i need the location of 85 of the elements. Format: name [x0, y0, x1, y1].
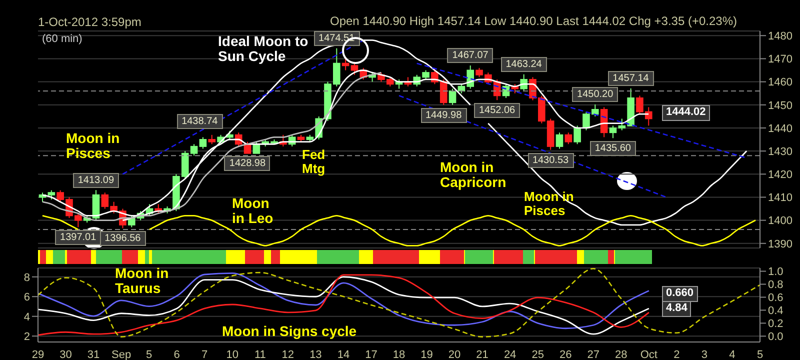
x-tick-label: 13 [310, 348, 322, 360]
annotation: 1450.20 [572, 87, 618, 102]
y-tick-label: 1410 [768, 192, 792, 204]
candlestick [342, 58, 350, 71]
annotation: Moon in Leo [232, 195, 274, 227]
annotation: 1449.98 [420, 108, 467, 123]
x-tick-label: 5 [146, 348, 152, 360]
candlestick [48, 190, 56, 200]
y-tick-label: 2 [24, 330, 30, 343]
annotation: Fed Mtg [302, 147, 326, 177]
x-tick-label: 26 [559, 348, 572, 360]
chart-subtitle: 1-Oct-2012 3:59pm [38, 15, 142, 29]
candlestick [564, 132, 572, 145]
annotation: 1452.06 [474, 103, 520, 118]
annotation: Moon in Taurus [115, 265, 170, 297]
candlestick [574, 125, 581, 145]
annotation: 0.660 [662, 286, 698, 302]
x-tick-label: 6 [174, 348, 180, 360]
annotation: 1430.53 [528, 152, 574, 168]
y-tick-label: 8 [24, 272, 30, 284]
y2-tick-label: 0.2 [768, 318, 784, 330]
x-tick-label: 5 [756, 348, 764, 360]
x-tick-label: 12 [282, 348, 294, 360]
y-tick-label: 1440 [768, 122, 792, 135]
x-tick-label: Sep [112, 348, 132, 360]
annotation: 1463.24 [500, 57, 547, 72]
annotation: Moon in Pisces [66, 130, 121, 162]
candlestick [199, 136, 207, 150]
x-tick-label: Oct [640, 348, 658, 360]
y2-tick-label: 0.4 [768, 305, 784, 318]
x-tick-label: 4 [729, 348, 736, 360]
x-tick-label: 3 [701, 348, 708, 360]
annotation: 1428.98 [224, 156, 270, 172]
x-tick-label: 31 [87, 348, 100, 360]
x-tick-label: 14 [337, 348, 350, 360]
x-tick-label: 29 [32, 348, 44, 360]
annotation: 1435.60 [590, 141, 636, 156]
x-tick-label: 28 [615, 348, 628, 360]
x-tick-label: 18 [392, 348, 406, 360]
x-tick-label: 20 [448, 348, 461, 360]
annotation: 1438.74 [176, 114, 223, 129]
x-tick-label: 2 [674, 348, 680, 360]
x-tick-label: 10 [226, 348, 239, 360]
annotation: 1474.51 [314, 31, 360, 46]
y-tick-label: 1470 [768, 54, 792, 66]
annotation: Moon in Signs cycle [222, 323, 357, 340]
x-tick-label: 25 [532, 348, 544, 360]
y-tick-label: 1460 [768, 76, 792, 89]
y-tick-label: 4 [24, 311, 30, 324]
x-tick-label: 30 [60, 348, 72, 360]
annotation: 1444.02 [662, 105, 710, 121]
y-tick-label: 1480 [768, 30, 792, 43]
x-tick-label: 7 [202, 348, 208, 360]
y-tick-label: 1420 [768, 169, 792, 182]
x-tick-label: 17 [365, 348, 378, 360]
candlestick [92, 190, 100, 221]
candlestick [448, 88, 456, 106]
y-tick-label: 1430 [768, 146, 792, 158]
annotation: Ideal Moon to Sun Cycle [218, 33, 310, 65]
x-tick-label: 21 [476, 348, 488, 360]
candlestick [208, 134, 216, 145]
y2-tick-label: 0.6 [768, 292, 784, 304]
y-tick-label: 1400 [768, 215, 792, 228]
y-tick-label: 6 [24, 292, 30, 304]
annotation: 1397.01 [55, 230, 102, 246]
annotation: 4.84 [662, 301, 692, 317]
annotation: Moon in Pisces [524, 189, 575, 219]
annotation: Moon in Capricorn [440, 159, 508, 191]
y2-tick-label: 1.0 [768, 266, 784, 278]
annotation: (60 min) [42, 33, 82, 46]
y-tick-label: 1390 [768, 238, 792, 250]
x-tick-label: 19 [420, 348, 433, 360]
annotation: 1413.09 [72, 173, 119, 188]
text: Open 1440.90 High 1457.14 Low 1440.90 Last 1444.02 Chg +3.35 (+0.23%) [330, 14, 737, 28]
x-tick-label: 24 [504, 348, 516, 360]
line-series [37, 268, 761, 338]
annotation: 1396.56 [100, 231, 146, 246]
x-tick-label: 27 [587, 348, 600, 360]
annotation: 1457.14 [608, 71, 654, 86]
y-tick-label: 1450 [768, 100, 792, 112]
y2-tick-label: 0.0 [768, 331, 784, 344]
candlestick [556, 132, 564, 150]
x-tick-label: 11 [254, 348, 266, 360]
annotation: 1467.07 [447, 48, 494, 64]
y2-tick-label: 0.8 [768, 279, 784, 292]
